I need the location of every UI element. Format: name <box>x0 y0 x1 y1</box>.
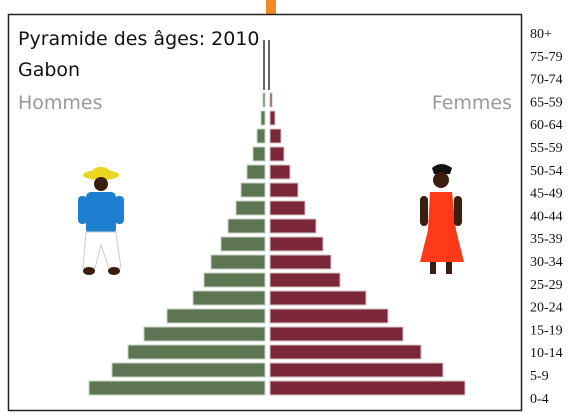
chart-title: Pyramide des âges: 2010 <box>18 28 260 50</box>
chart-subtitle: Gabon <box>18 59 80 81</box>
bar-hommes <box>241 183 265 197</box>
bar-hommes <box>253 147 265 161</box>
chart: Pyramide des âges: 2010 Gabon Hommes Fem… <box>0 0 579 416</box>
bar-femmes <box>270 255 331 269</box>
bar-hommes <box>167 309 265 323</box>
bar-femmes <box>270 363 443 377</box>
bar-femmes <box>270 93 272 107</box>
bar-hommes <box>112 363 265 377</box>
age-label: 50-54 <box>530 164 563 179</box>
age-label: 70-74 <box>530 73 563 88</box>
bar-femmes <box>270 147 284 161</box>
bar-femmes <box>270 327 403 341</box>
page: {"chart_data": {"type": "pyramid", "titl… <box>0 0 579 416</box>
bar-hommes <box>221 237 265 251</box>
bar-hommes <box>128 345 265 359</box>
age-label: 35-39 <box>530 232 563 247</box>
age-label: 45-49 <box>530 187 563 202</box>
bar-femmes <box>270 381 465 395</box>
legend-right: Femmes <box>432 92 512 114</box>
bar-femmes <box>270 111 275 125</box>
age-label: 5-9 <box>530 369 549 384</box>
bar-femmes <box>270 219 316 233</box>
bar-hommes <box>193 291 265 305</box>
bar-femmes <box>270 273 340 287</box>
age-label: 10-14 <box>530 346 563 361</box>
age-label: 80+ <box>530 27 552 42</box>
bar-hommes <box>204 273 265 287</box>
age-label: 40-44 <box>530 209 563 224</box>
bar-hommes <box>144 327 265 341</box>
bar-femmes <box>270 165 290 179</box>
age-label: 30-34 <box>530 255 563 270</box>
age-label: 60-64 <box>530 118 563 133</box>
bar-femmes <box>270 129 281 143</box>
bar-hommes <box>211 255 265 269</box>
bar-femmes <box>270 309 388 323</box>
age-label: 15-19 <box>530 323 563 338</box>
age-label: 25-29 <box>530 278 563 293</box>
legend-left: Hommes <box>18 92 103 114</box>
bar-femmes <box>270 183 298 197</box>
age-label: 65-59 <box>530 95 563 110</box>
bar-femmes <box>270 201 305 215</box>
bar-hommes <box>261 111 265 125</box>
bar-hommes <box>228 219 265 233</box>
orange-tab <box>266 0 276 14</box>
bar-femmes <box>270 237 323 251</box>
age-label: 0-4 <box>530 392 549 407</box>
bar-hommes <box>257 129 265 143</box>
bar-hommes <box>89 381 265 395</box>
age-label: 20-24 <box>530 301 563 316</box>
bar-hommes <box>236 201 265 215</box>
age-label: 55-59 <box>530 141 563 156</box>
bar-femmes <box>270 291 366 305</box>
bar-hommes <box>263 93 265 107</box>
age-label: 75-79 <box>530 50 563 65</box>
bar-femmes <box>270 345 421 359</box>
bar-hommes <box>247 165 265 179</box>
